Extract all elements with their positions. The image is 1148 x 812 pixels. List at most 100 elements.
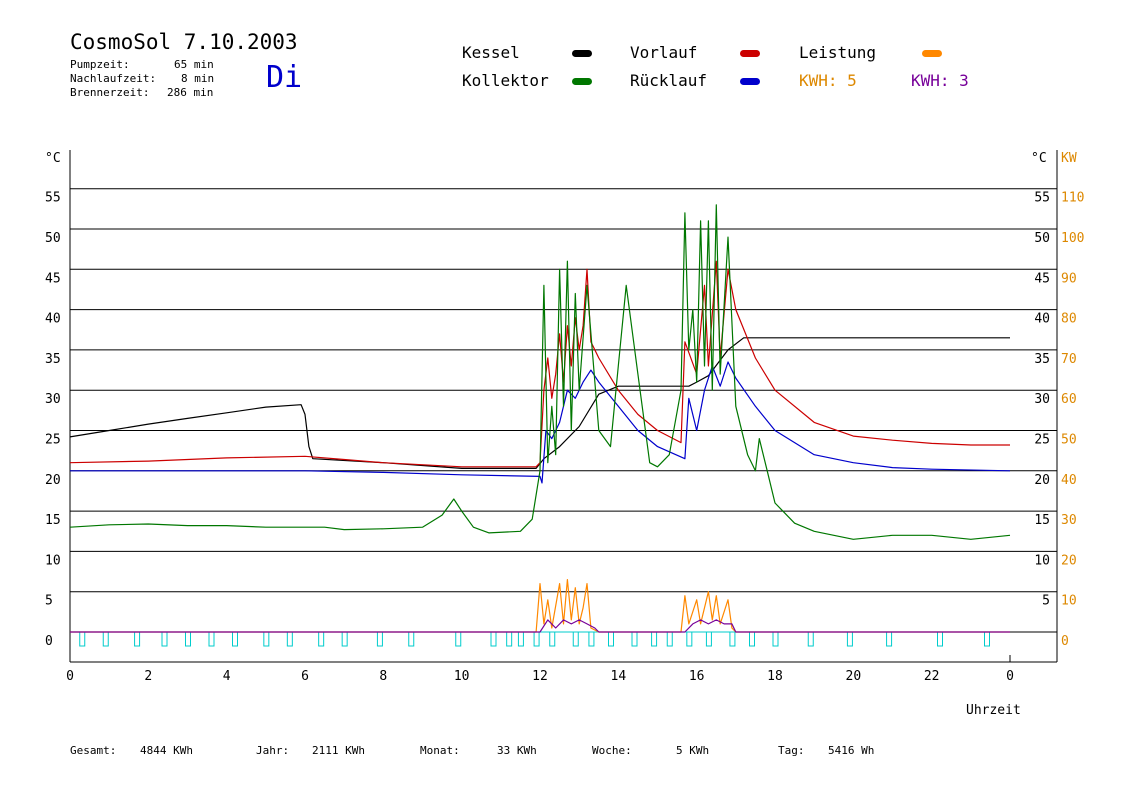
y-left-tick-label: 10 (45, 553, 61, 568)
y-right-tick-label: 30 (1034, 392, 1050, 407)
footer-gesamt-label: Gesamt: (70, 744, 117, 757)
x-tick-label: 16 (689, 669, 705, 684)
y-right-tick-label: 20 (1034, 473, 1050, 488)
x-tick-label: 14 (611, 669, 627, 684)
pump-pulse (846, 631, 853, 647)
kw-tick-label: 10 (1061, 594, 1077, 609)
y-right-tick-label: 45 (1034, 271, 1050, 286)
pump-pulse (341, 631, 348, 647)
pump-pulse (517, 631, 524, 647)
x-axis-label: Uhrzeit (966, 703, 1021, 718)
y-right-tick-label: 15 (1034, 513, 1050, 528)
legend-leistung-swatch (922, 50, 942, 57)
kw-tick-label: 60 (1061, 392, 1077, 407)
y-right-unit-label: °C (1031, 151, 1047, 166)
legend-kwh2-label: KWH: 3 (911, 71, 969, 90)
pump-pulse (506, 631, 513, 647)
stat-pumpzeit-value: 65 min (174, 58, 214, 71)
y-left-tick-label: 0 (45, 634, 53, 649)
pump-pulse (102, 631, 109, 647)
x-tick-label: 18 (767, 669, 783, 684)
y-left-tick-label: 15 (45, 513, 61, 528)
pump-pulse (588, 631, 595, 647)
kw-tick-label: 70 (1061, 352, 1077, 367)
legend-kessel-swatch (572, 50, 592, 57)
footer-tag-value: 5416 Wh (828, 744, 875, 757)
pump-pulse (490, 631, 497, 647)
y-left-tick-label: 55 (45, 191, 61, 206)
legend-kollektor-swatch (572, 78, 592, 85)
y-right-tick-label: 50 (1034, 231, 1050, 246)
footer-woche-value: 5 KWh (676, 744, 710, 757)
pump-pulse (608, 631, 614, 647)
series-line-kwh (70, 619, 1010, 633)
legend-vorlauf-label: Vorlauf (630, 43, 698, 62)
footer-jahr-value: 2111 KWh (312, 744, 365, 757)
pump-pulse (134, 631, 141, 647)
legend-leistung-label: Leistung (799, 43, 877, 62)
pump-pulse (651, 631, 658, 647)
y-left-unit-label: °C (45, 151, 61, 166)
stat-pumpzeit-label: Pumpzeit: (70, 58, 130, 71)
series-line-vorlauf (69, 260, 1010, 468)
pump-pulse (705, 631, 712, 647)
pump-pulse (185, 631, 191, 647)
legend-vorlauf-swatch (740, 50, 760, 57)
x-tick-label: 22 (924, 669, 940, 684)
pump-pulse (533, 631, 540, 647)
pump-pulse (807, 631, 814, 647)
pump-pulse (232, 631, 238, 647)
kw-tick-label: 20 (1061, 553, 1077, 568)
series-line-kessel (69, 337, 1010, 469)
pump-pulse (549, 631, 556, 647)
x-tick-label: 0 (1006, 669, 1014, 684)
kw-tick-label: 90 (1061, 271, 1077, 286)
pump-pulse (937, 631, 943, 647)
stat-brennerzeit-label: Brennerzeit: (70, 86, 150, 99)
series-line-rcklauf (70, 361, 1011, 484)
pump-pulse (408, 631, 415, 647)
legend-kollektor-label: Kollektor (462, 71, 549, 90)
pump-pulse (729, 631, 736, 647)
kw-tick-label: 80 (1061, 312, 1077, 327)
x-tick-label: 6 (301, 669, 309, 684)
footer-monat-value: 33 KWh (497, 744, 537, 757)
x-tick-label: 20 (846, 669, 862, 684)
app-title: CosmoSol 7.10.2003 (70, 30, 298, 54)
pump-pulse (666, 631, 673, 647)
y-left-tick-label: 5 (45, 594, 53, 609)
x-tick-label: 2 (144, 669, 152, 684)
legend-ruecklauf-label: Rücklauf (630, 71, 708, 90)
pump-pulse (263, 631, 270, 647)
kw-tick-label: 100 (1061, 231, 1084, 246)
pump-pulse (376, 631, 383, 647)
pump-pulse (318, 631, 325, 647)
pump-pulse (79, 631, 86, 647)
kw-unit-label: KW (1061, 151, 1077, 166)
footer-tag-label: Tag: (778, 744, 805, 757)
kw-tick-label: 110 (1061, 191, 1084, 206)
y-left-tick-label: 40 (45, 312, 61, 327)
legend-kwh1-label: KWH: 5 (799, 71, 857, 90)
y-left-tick-label: 25 (45, 433, 61, 448)
pump-pulse (208, 631, 215, 647)
series-line-leistung (70, 578, 1010, 633)
stat-nachlaufzeit-value: 8 min (181, 72, 215, 85)
weekday-label: Di (266, 60, 303, 95)
y-left-tick-label: 30 (45, 392, 61, 407)
y-right-tick-label: 25 (1034, 433, 1050, 448)
x-tick-label: 10 (454, 669, 470, 684)
kw-tick-label: 40 (1061, 473, 1077, 488)
y-left-tick-label: 35 (45, 352, 61, 367)
pump-pulse (772, 631, 779, 647)
pump-pulse (631, 631, 638, 647)
x-tick-label: 8 (379, 669, 387, 684)
footer-monat-label: Monat: (420, 744, 460, 757)
y-left-tick-label: 20 (45, 473, 61, 488)
y-right-tick-label: 35 (1034, 352, 1050, 367)
pump-pulse (686, 631, 693, 647)
pump-pulse (572, 631, 579, 647)
pump-pulse (455, 631, 462, 647)
kw-tick-label: 50 (1061, 433, 1077, 448)
